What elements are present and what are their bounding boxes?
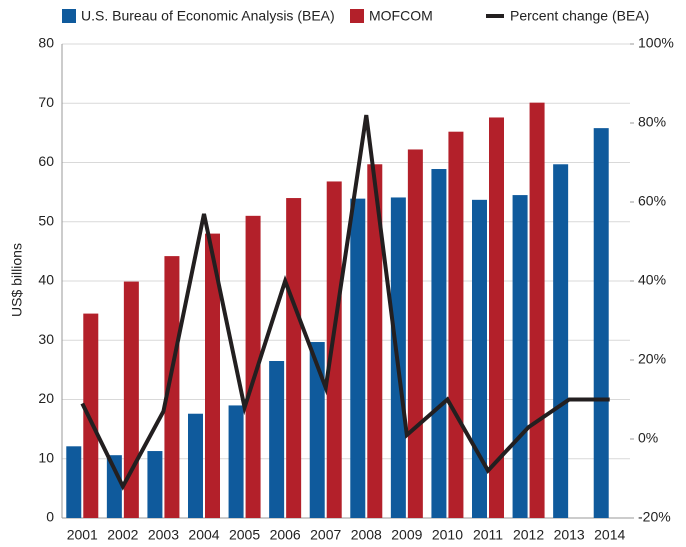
bar [448, 131, 464, 518]
legend-label: U.S. Bureau of Economic Analysis (BEA) [81, 8, 335, 24]
bar [164, 256, 180, 518]
x-tick-label: 2014 [594, 527, 625, 543]
bar [489, 117, 504, 518]
x-tick-label: 2009 [391, 527, 422, 543]
bar [367, 164, 383, 518]
bar [553, 164, 569, 518]
y-axis-title: US$ billions [9, 243, 25, 317]
x-tick-label: 2012 [513, 527, 544, 543]
y-tick-label: 50 [38, 212, 54, 228]
legend-swatch [62, 9, 76, 23]
y-tick-label: 10 [38, 449, 54, 465]
x-tick-label: 2002 [107, 527, 138, 543]
legend-swatch [350, 9, 364, 23]
bar [66, 446, 82, 518]
y-tick-label: 30 [38, 331, 54, 347]
bar [309, 342, 325, 518]
bar [593, 128, 609, 518]
bar [472, 199, 487, 518]
bar [106, 455, 122, 518]
bar [83, 313, 99, 518]
x-tick-label: 2013 [554, 527, 585, 543]
legend-label: Percent change (BEA) [510, 8, 649, 24]
bar [431, 169, 447, 518]
bar [228, 405, 244, 518]
bar [350, 198, 366, 518]
x-tick-label: 2005 [229, 527, 260, 543]
y2-tick-label: 60% [638, 193, 666, 209]
y-tick-label: 40 [38, 272, 54, 288]
line [80, 114, 610, 491]
bar [245, 215, 261, 518]
y2-tick-label: 0% [638, 430, 658, 446]
bar [529, 102, 545, 518]
bar [188, 413, 203, 518]
y-tick-label: 60 [38, 153, 54, 169]
y2-tick-label: 20% [638, 351, 666, 367]
bar [286, 198, 302, 519]
y2-tick-label: -20% [638, 509, 671, 525]
x-tick-label: 2010 [432, 527, 463, 543]
bar [407, 149, 423, 518]
legend-label: MOFCOM [369, 8, 433, 24]
x-tick-label: 2001 [67, 527, 98, 543]
x-tick-label: 2008 [351, 527, 382, 543]
y-tick-label: 80 [38, 35, 54, 51]
y-tick-label: 20 [38, 390, 54, 406]
y2-tick-label: 40% [638, 272, 666, 288]
x-tick-label: 2003 [148, 527, 179, 543]
bar [205, 233, 220, 518]
bar [326, 181, 342, 518]
y-tick-label: 0 [46, 509, 54, 525]
y2-tick-label: 100% [638, 35, 674, 51]
bar [512, 195, 528, 518]
x-tick-label: 2011 [473, 527, 503, 543]
y2-tick-label: 80% [638, 114, 666, 130]
x-tick-label: 2004 [188, 527, 219, 543]
bar [147, 451, 163, 518]
x-tick-label: 2007 [310, 527, 341, 543]
bar [123, 281, 139, 518]
x-tick-label: 2006 [270, 527, 301, 543]
y-tick-label: 70 [38, 94, 54, 110]
bar [269, 360, 285, 518]
